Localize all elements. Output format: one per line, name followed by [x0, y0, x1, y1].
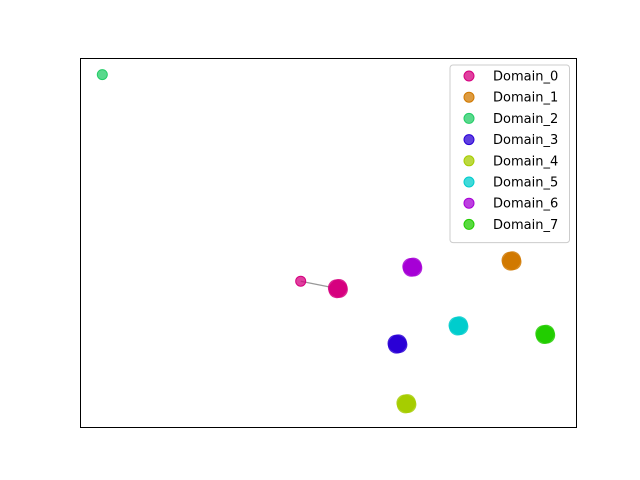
point-domain-0-4 [328, 281, 346, 299]
legend-frame [449, 64, 570, 244]
legend-label-1: Domain_1 [493, 91, 558, 106]
legend-marker-4 [463, 155, 475, 167]
point-domain-7-4 [535, 327, 553, 344]
point-domain-1-4 [502, 253, 519, 271]
legend-marker-7 [463, 218, 475, 230]
legend-marker-2 [463, 112, 475, 124]
points-layer [96, 69, 556, 414]
legend-label-5: Domain_5 [493, 176, 558, 191]
legend-marker-5 [463, 176, 475, 188]
legend-label-0: Domain_0 [493, 70, 558, 85]
legend-label-2: Domain_2 [493, 112, 558, 127]
point-domain-6-4 [402, 259, 420, 277]
legend-label-7: Domain_7 [493, 218, 558, 233]
legend: Domain_0 Domain_1 Domain_2 Domain_3 Domain_4… [449, 64, 570, 244]
legend-marker-6 [463, 197, 475, 209]
point-domain-5-4 [449, 318, 466, 336]
outlier-point-0 [295, 275, 307, 287]
legend-label-6: Domain_6 [493, 197, 558, 212]
legend-marker-1 [463, 91, 475, 103]
point-domain-3-4 [387, 336, 405, 354]
legend-label-3: Domain_3 [493, 133, 558, 148]
legend-label-4: Domain_4 [493, 154, 558, 169]
legend-marker-0 [463, 70, 475, 82]
outlier-point-1 [96, 69, 108, 81]
legend-marker-3 [463, 134, 475, 146]
point-domain-4-4 [396, 396, 414, 414]
